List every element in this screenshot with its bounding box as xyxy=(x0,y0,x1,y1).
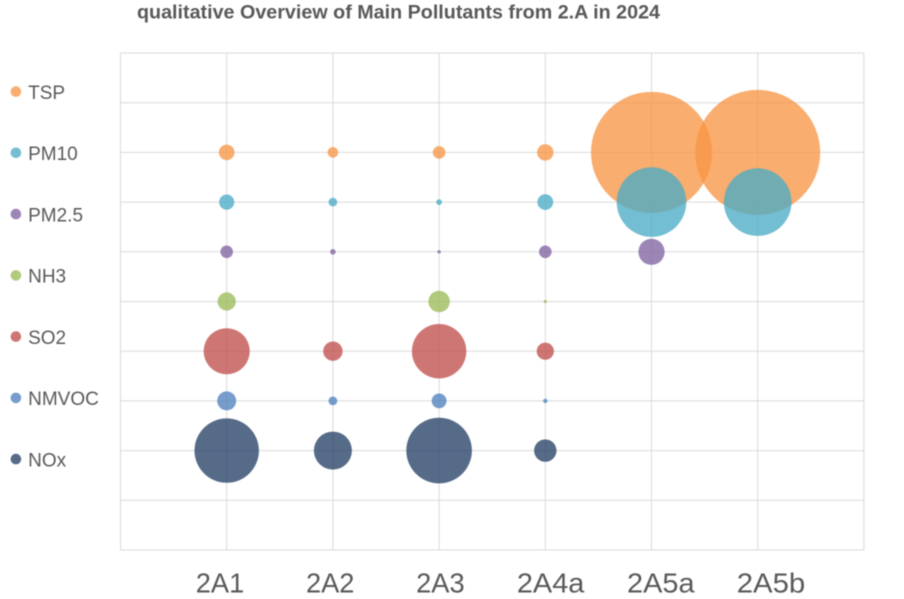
svg-text:2A1: 2A1 xyxy=(196,568,245,595)
svg-text:2A3: 2A3 xyxy=(416,568,465,595)
svg-text:SO2: SO2 xyxy=(28,328,66,349)
svg-text:NMVOC: NMVOC xyxy=(28,389,99,410)
svg-text:PM10: PM10 xyxy=(28,144,78,165)
svg-text:NH3: NH3 xyxy=(28,267,66,288)
svg-text:PM2.5: PM2.5 xyxy=(28,205,83,226)
svg-text:qualitative Overview of Main P: qualitative Overview of Main Pollutants … xyxy=(137,3,660,24)
svg-text:2A2: 2A2 xyxy=(306,568,355,595)
svg-text:NOx: NOx xyxy=(28,450,67,471)
svg-text:2A4a: 2A4a xyxy=(517,568,585,595)
svg-text:2A5b: 2A5b xyxy=(737,568,806,595)
svg-text:2A5a: 2A5a xyxy=(627,568,695,595)
svg-text:TSP: TSP xyxy=(28,83,65,104)
